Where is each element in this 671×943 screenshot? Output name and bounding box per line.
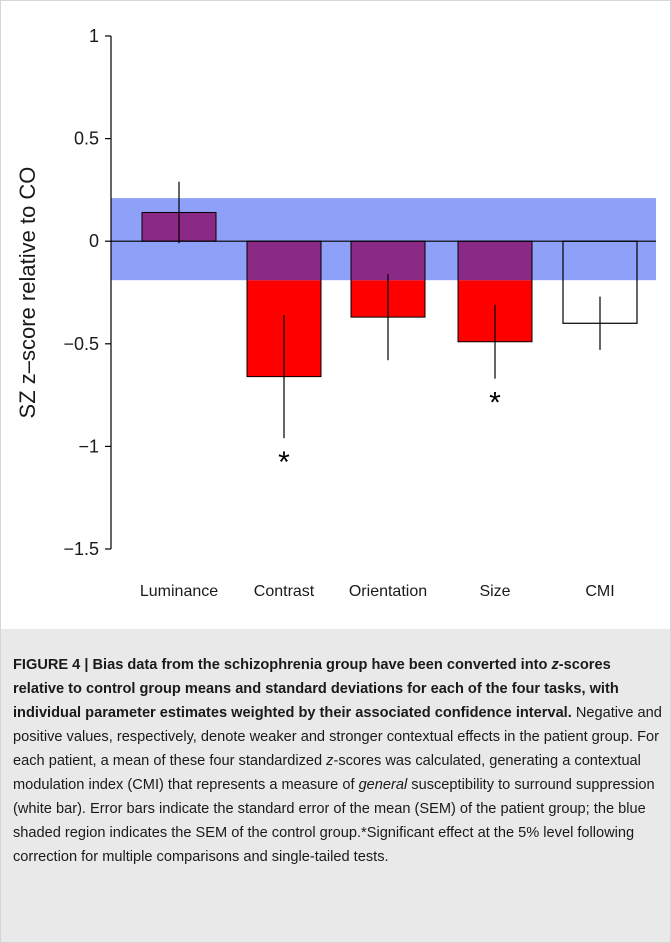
caption-body-1: Negative and positive values, respective… (13, 705, 662, 769)
x-tick-label-size: Size (479, 583, 510, 600)
caption-body-italic-2: general (358, 777, 408, 793)
bar-in-band-orientation (351, 241, 425, 281)
figure-caption: FIGURE 4 | Bias data from the schizophre… (13, 653, 665, 869)
chart-panel: 1 0.5 0 −0.5 −1 −1.5 Luminance Contrast Orientat… (1, 1, 670, 629)
significance-marker-size: * (489, 387, 501, 420)
bar-in-band-size (458, 241, 532, 281)
caption-title: FIGURE 4 | Bias data from the schizophre… (13, 657, 619, 721)
caption-body-2: -scores was calculated, generating a con… (13, 753, 641, 793)
x-tick-label-contrast: Contrast (254, 583, 315, 600)
y-tick-label: 0.5 (74, 129, 99, 149)
y-tick-label: −1 (78, 436, 99, 456)
figure-label: FIGURE 4 | (13, 657, 93, 673)
caption-title-rest: -scores relative to control group means … (13, 657, 619, 721)
y-tick-label: −1.5 (63, 539, 99, 559)
caption-body-3: susceptibility to surround suppression (… (13, 777, 655, 865)
caption-title-italic: z (551, 657, 559, 673)
x-tick-label-cmi: CMI (585, 583, 614, 600)
x-tick-label-luminance: Luminance (140, 583, 218, 600)
y-tick-label: 0 (89, 231, 99, 251)
y-tick-label: 1 (89, 26, 99, 46)
bar-in-band-contrast (247, 241, 321, 281)
y-tick-label: −0.5 (63, 334, 99, 354)
significance-marker-contrast: * (278, 446, 290, 479)
caption-title-text: Bias data from the schizophrenia group h… (92, 657, 552, 673)
x-tick-label-orientation: Orientation (349, 583, 427, 600)
bar-chart: 1 0.5 0 −0.5 −1 −1.5 Luminance Contrast Orientat… (15, 26, 656, 600)
y-axis-label: SZ z–score relative to CO (15, 167, 40, 419)
caption-body-italic-1: z (326, 753, 334, 769)
